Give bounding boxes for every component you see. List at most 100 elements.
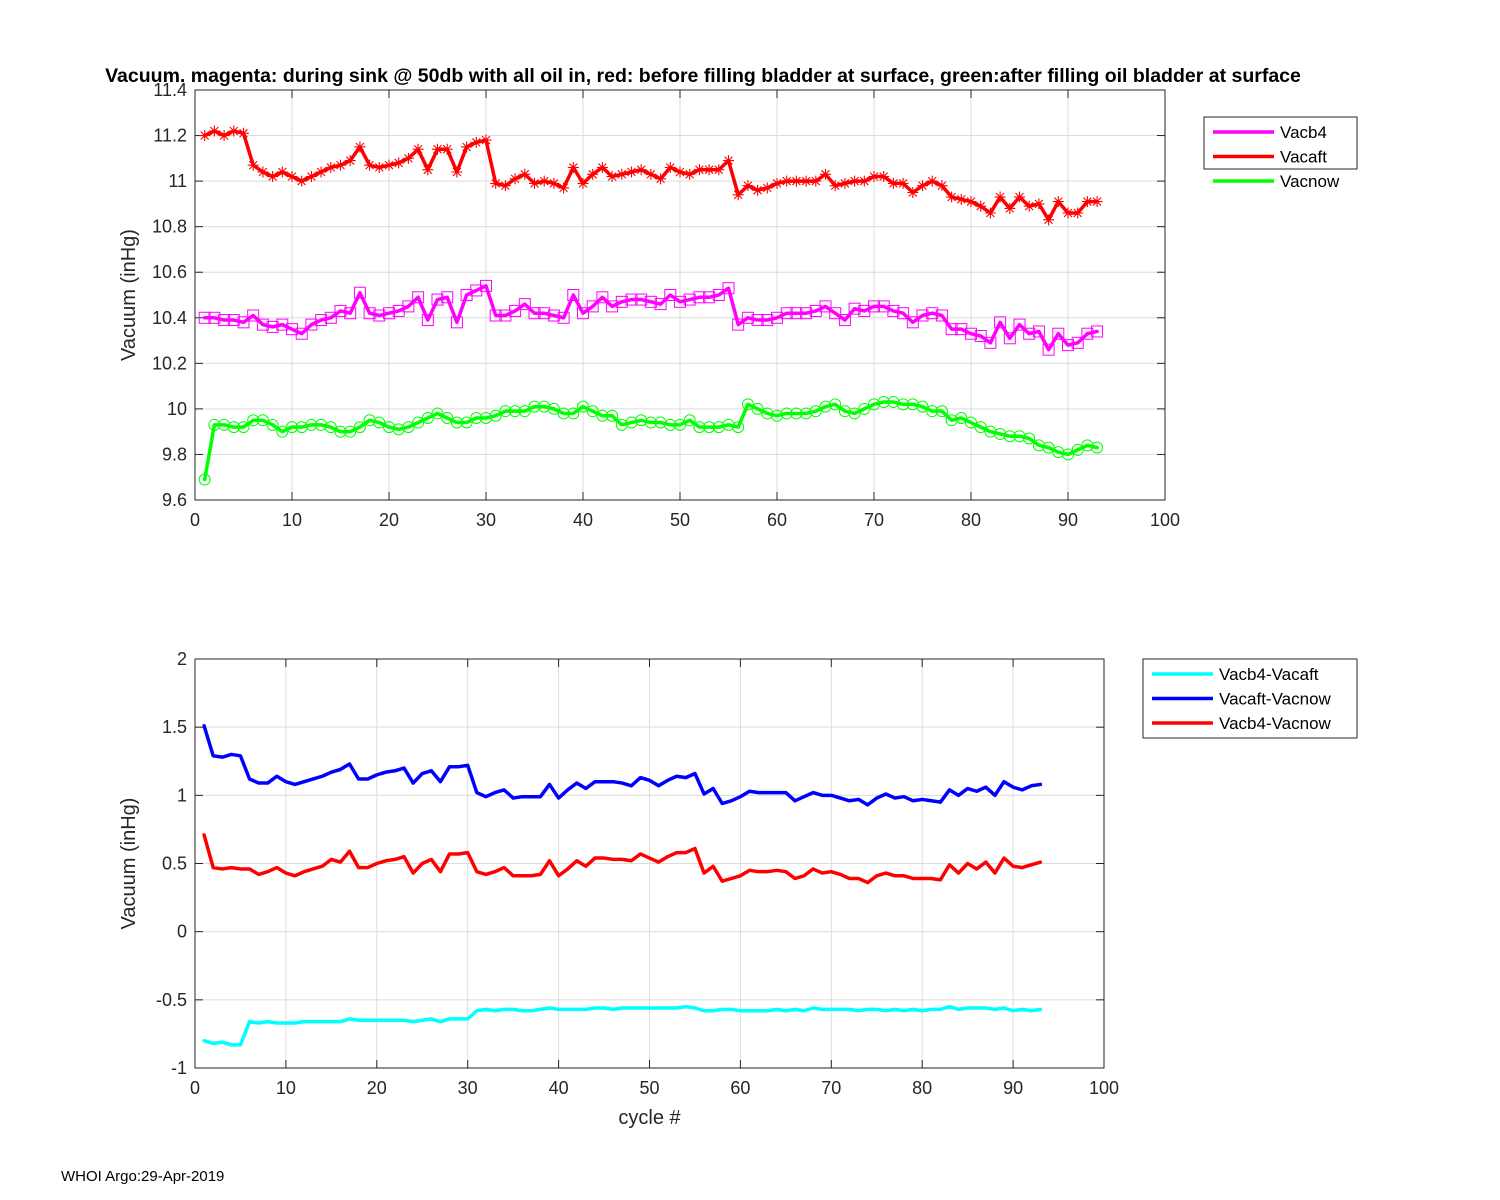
data-point-vacb4 bbox=[771, 311, 783, 324]
data-point-vacaft bbox=[199, 130, 211, 142]
data-point-vacaft bbox=[946, 191, 958, 203]
data-point-vacnow bbox=[1081, 439, 1094, 452]
data-point-vacaft bbox=[577, 177, 589, 189]
data-point-vacnow bbox=[955, 412, 968, 424]
data-point-vacaft bbox=[218, 130, 230, 142]
data-point-vacaft bbox=[1091, 196, 1103, 208]
x-tick-label: 50 bbox=[639, 1078, 659, 1098]
data-point-vacb4 bbox=[256, 318, 269, 331]
data-point-vacnow bbox=[353, 421, 366, 434]
data-point-vacb4 bbox=[848, 302, 861, 315]
data-point-vacb4 bbox=[644, 295, 657, 308]
y-tick-label: 11.2 bbox=[153, 126, 187, 146]
x-tick-label: 50 bbox=[670, 510, 690, 530]
data-point-vacnow bbox=[499, 405, 512, 418]
data-point-vacb4 bbox=[1042, 343, 1055, 356]
data-point-vacb4 bbox=[567, 289, 580, 301]
data-point-vacaft bbox=[451, 166, 463, 178]
axes-frame bbox=[194, 658, 1105, 1069]
data-point-vacb4 bbox=[470, 284, 483, 297]
data-point-vacnow bbox=[460, 416, 473, 429]
y-tick-label: -1 bbox=[171, 1058, 187, 1078]
data-point-vacb4 bbox=[858, 304, 871, 317]
data-point-vacb4 bbox=[266, 320, 279, 333]
data-point-vacnow bbox=[450, 416, 463, 429]
data-point-vacaft bbox=[800, 175, 812, 187]
data-point-vacb4 bbox=[412, 291, 425, 304]
series-line-vacb4 bbox=[202, 284, 1099, 352]
data-point-vacb4 bbox=[955, 323, 968, 336]
data-point-vacaft bbox=[499, 180, 511, 192]
data-point-vacnow bbox=[1042, 441, 1055, 454]
data-point-vacnow bbox=[489, 409, 502, 422]
data-point-vacb4 bbox=[431, 293, 444, 306]
data-point-vacaft bbox=[1072, 207, 1084, 219]
data-point-vacnow bbox=[596, 409, 609, 422]
data-point-vacb4 bbox=[596, 291, 609, 304]
data-point-vacaft bbox=[461, 141, 473, 153]
data-point-vacb4 bbox=[712, 289, 725, 301]
data-point-vacb4 bbox=[450, 316, 463, 329]
data-point-vacnow bbox=[1023, 432, 1036, 445]
data-point-vacaft bbox=[684, 168, 696, 180]
data-point-vacnow bbox=[615, 418, 628, 431]
data-point-vacnow bbox=[567, 407, 580, 420]
data-point-vacaft bbox=[480, 134, 492, 146]
data-point-vacaft bbox=[383, 159, 395, 171]
data-point-vacnow bbox=[722, 418, 735, 431]
data-point-vacb4 bbox=[654, 298, 667, 311]
data-point-vacnow bbox=[528, 400, 541, 413]
data-point-vacnow bbox=[790, 407, 803, 420]
data-point-vacnow bbox=[654, 416, 667, 429]
data-point-vacnow bbox=[693, 421, 706, 434]
data-point-vacaft bbox=[703, 164, 715, 176]
data-point-vacnow bbox=[868, 398, 880, 411]
data-point-vacaft bbox=[412, 143, 424, 155]
data-point-vacaft bbox=[664, 161, 676, 173]
data-point-vacb4 bbox=[1023, 327, 1036, 340]
legend-label-vacnow: Vacnow bbox=[1280, 172, 1340, 191]
data-point-vacnow bbox=[780, 407, 793, 420]
y-tick-label: 1 bbox=[177, 785, 187, 805]
data-point-vacaft bbox=[548, 177, 560, 189]
data-point-vacnow bbox=[906, 398, 919, 411]
data-point-vacb4 bbox=[635, 293, 648, 306]
x-tick-label: 80 bbox=[912, 1078, 932, 1098]
data-point-vacaft bbox=[994, 191, 1006, 203]
data-point-vacb4 bbox=[741, 311, 754, 324]
data-point-vacb4 bbox=[441, 291, 454, 304]
data-point-vacnow bbox=[751, 402, 764, 415]
top-chart: 0 10 20 30 40 50 60 70 80 90 100 9.6 9.8 10 10.2 10.4 10… bbox=[118, 80, 1358, 530]
data-point-vacb4 bbox=[780, 307, 793, 320]
data-point-vacnow bbox=[276, 425, 289, 438]
data-point-vacnow bbox=[218, 418, 231, 431]
x-tick-label: 60 bbox=[767, 510, 787, 530]
data-point-vacnow bbox=[344, 425, 357, 438]
data-point-vacaft bbox=[470, 136, 482, 148]
data-point-vacb4 bbox=[732, 318, 745, 331]
data-point-vacnow bbox=[771, 409, 783, 422]
y-tick-label: 10.6 bbox=[152, 262, 187, 282]
data-point-vacaft bbox=[441, 143, 453, 155]
data-point-vacnow bbox=[965, 416, 977, 429]
x-tick-label: 90 bbox=[1003, 1078, 1023, 1098]
data-point-vacb4 bbox=[577, 307, 589, 320]
data-point-vacb4 bbox=[363, 307, 376, 320]
x-tick-label: 30 bbox=[458, 1078, 478, 1098]
data-point-vacb4 bbox=[286, 323, 298, 336]
data-point-vacnow bbox=[974, 421, 987, 434]
data-point-vacnow bbox=[363, 414, 376, 427]
legend-label-vacb4-vacnow: Vacb4-Vacnow bbox=[1219, 714, 1332, 733]
data-point-vacnow bbox=[712, 421, 725, 434]
data-point-vacaft bbox=[315, 166, 327, 178]
data-point-vacnow bbox=[208, 418, 221, 431]
data-point-vacaft bbox=[509, 173, 521, 185]
data-point-vacnow bbox=[431, 407, 444, 420]
data-point-vacb4 bbox=[1062, 339, 1074, 352]
data-point-vacaft bbox=[538, 175, 550, 187]
series-line-vacb4-vacnow bbox=[202, 833, 1043, 885]
data-point-vacaft bbox=[858, 175, 870, 187]
data-point-vacb4 bbox=[916, 309, 929, 322]
series-vacaft bbox=[199, 125, 1103, 226]
data-point-vacb4 bbox=[334, 304, 347, 317]
